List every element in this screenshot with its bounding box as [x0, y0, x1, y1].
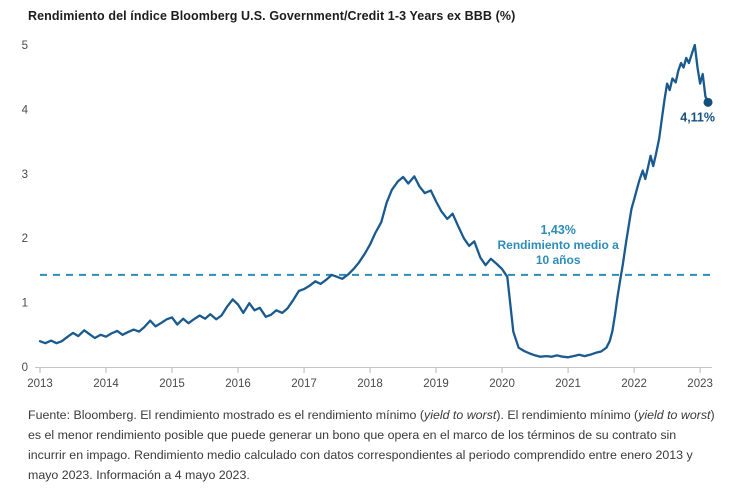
footer-italic-segment: yield to worst: [638, 408, 711, 422]
footer-text-segment: ). El rendimiento mínimo (: [496, 408, 639, 422]
footer-text-segment: Fuente: Bloomberg. El rendimiento mostra…: [28, 408, 424, 422]
x-tick-label: 2023: [687, 378, 713, 390]
footer-text-segment: ) es el menor rendimiento posible que pu…: [28, 408, 715, 483]
y-tick-label: 2: [22, 233, 28, 245]
footer-note: Fuente: Bloomberg. El rendimiento mostra…: [28, 405, 716, 485]
mean-label-value: 1,43%: [540, 223, 575, 237]
x-tick-label: 2017: [291, 378, 317, 390]
x-tick-label: 2020: [489, 378, 515, 390]
chart-title: Rendimiento del índice Bloomberg U.S. Go…: [28, 9, 516, 23]
x-tick-label: 2013: [27, 378, 53, 390]
y-tick-label: 5: [22, 40, 28, 52]
x-tick-label: 2016: [225, 378, 251, 390]
x-tick-label: 2019: [423, 378, 449, 390]
y-tick-label: 3: [22, 169, 28, 181]
footer-italic-segment: yield to worst: [424, 408, 497, 422]
x-tick-label: 2018: [357, 378, 383, 390]
x-tick-label: 2014: [93, 378, 119, 390]
mean-label-line2: Rendimiento medio a: [497, 238, 619, 252]
y-tick-label: 1: [22, 298, 28, 310]
end-point-dot: [703, 97, 713, 107]
x-tick-label: 2015: [159, 378, 185, 390]
y-tick-label: 0: [22, 362, 28, 374]
x-tick-label: 2022: [621, 378, 647, 390]
chart-svg: 2013 2014 2015 2016 2017 2018 2019 2020 2021 2022…: [22, 40, 715, 390]
end-point-label: 4,11%: [680, 110, 715, 124]
mean-label-line3: 10 años: [536, 253, 581, 267]
y-tick-label: 4: [22, 104, 29, 116]
yield-line-series: [38, 43, 710, 359]
x-tick-label: 2021: [555, 378, 581, 390]
